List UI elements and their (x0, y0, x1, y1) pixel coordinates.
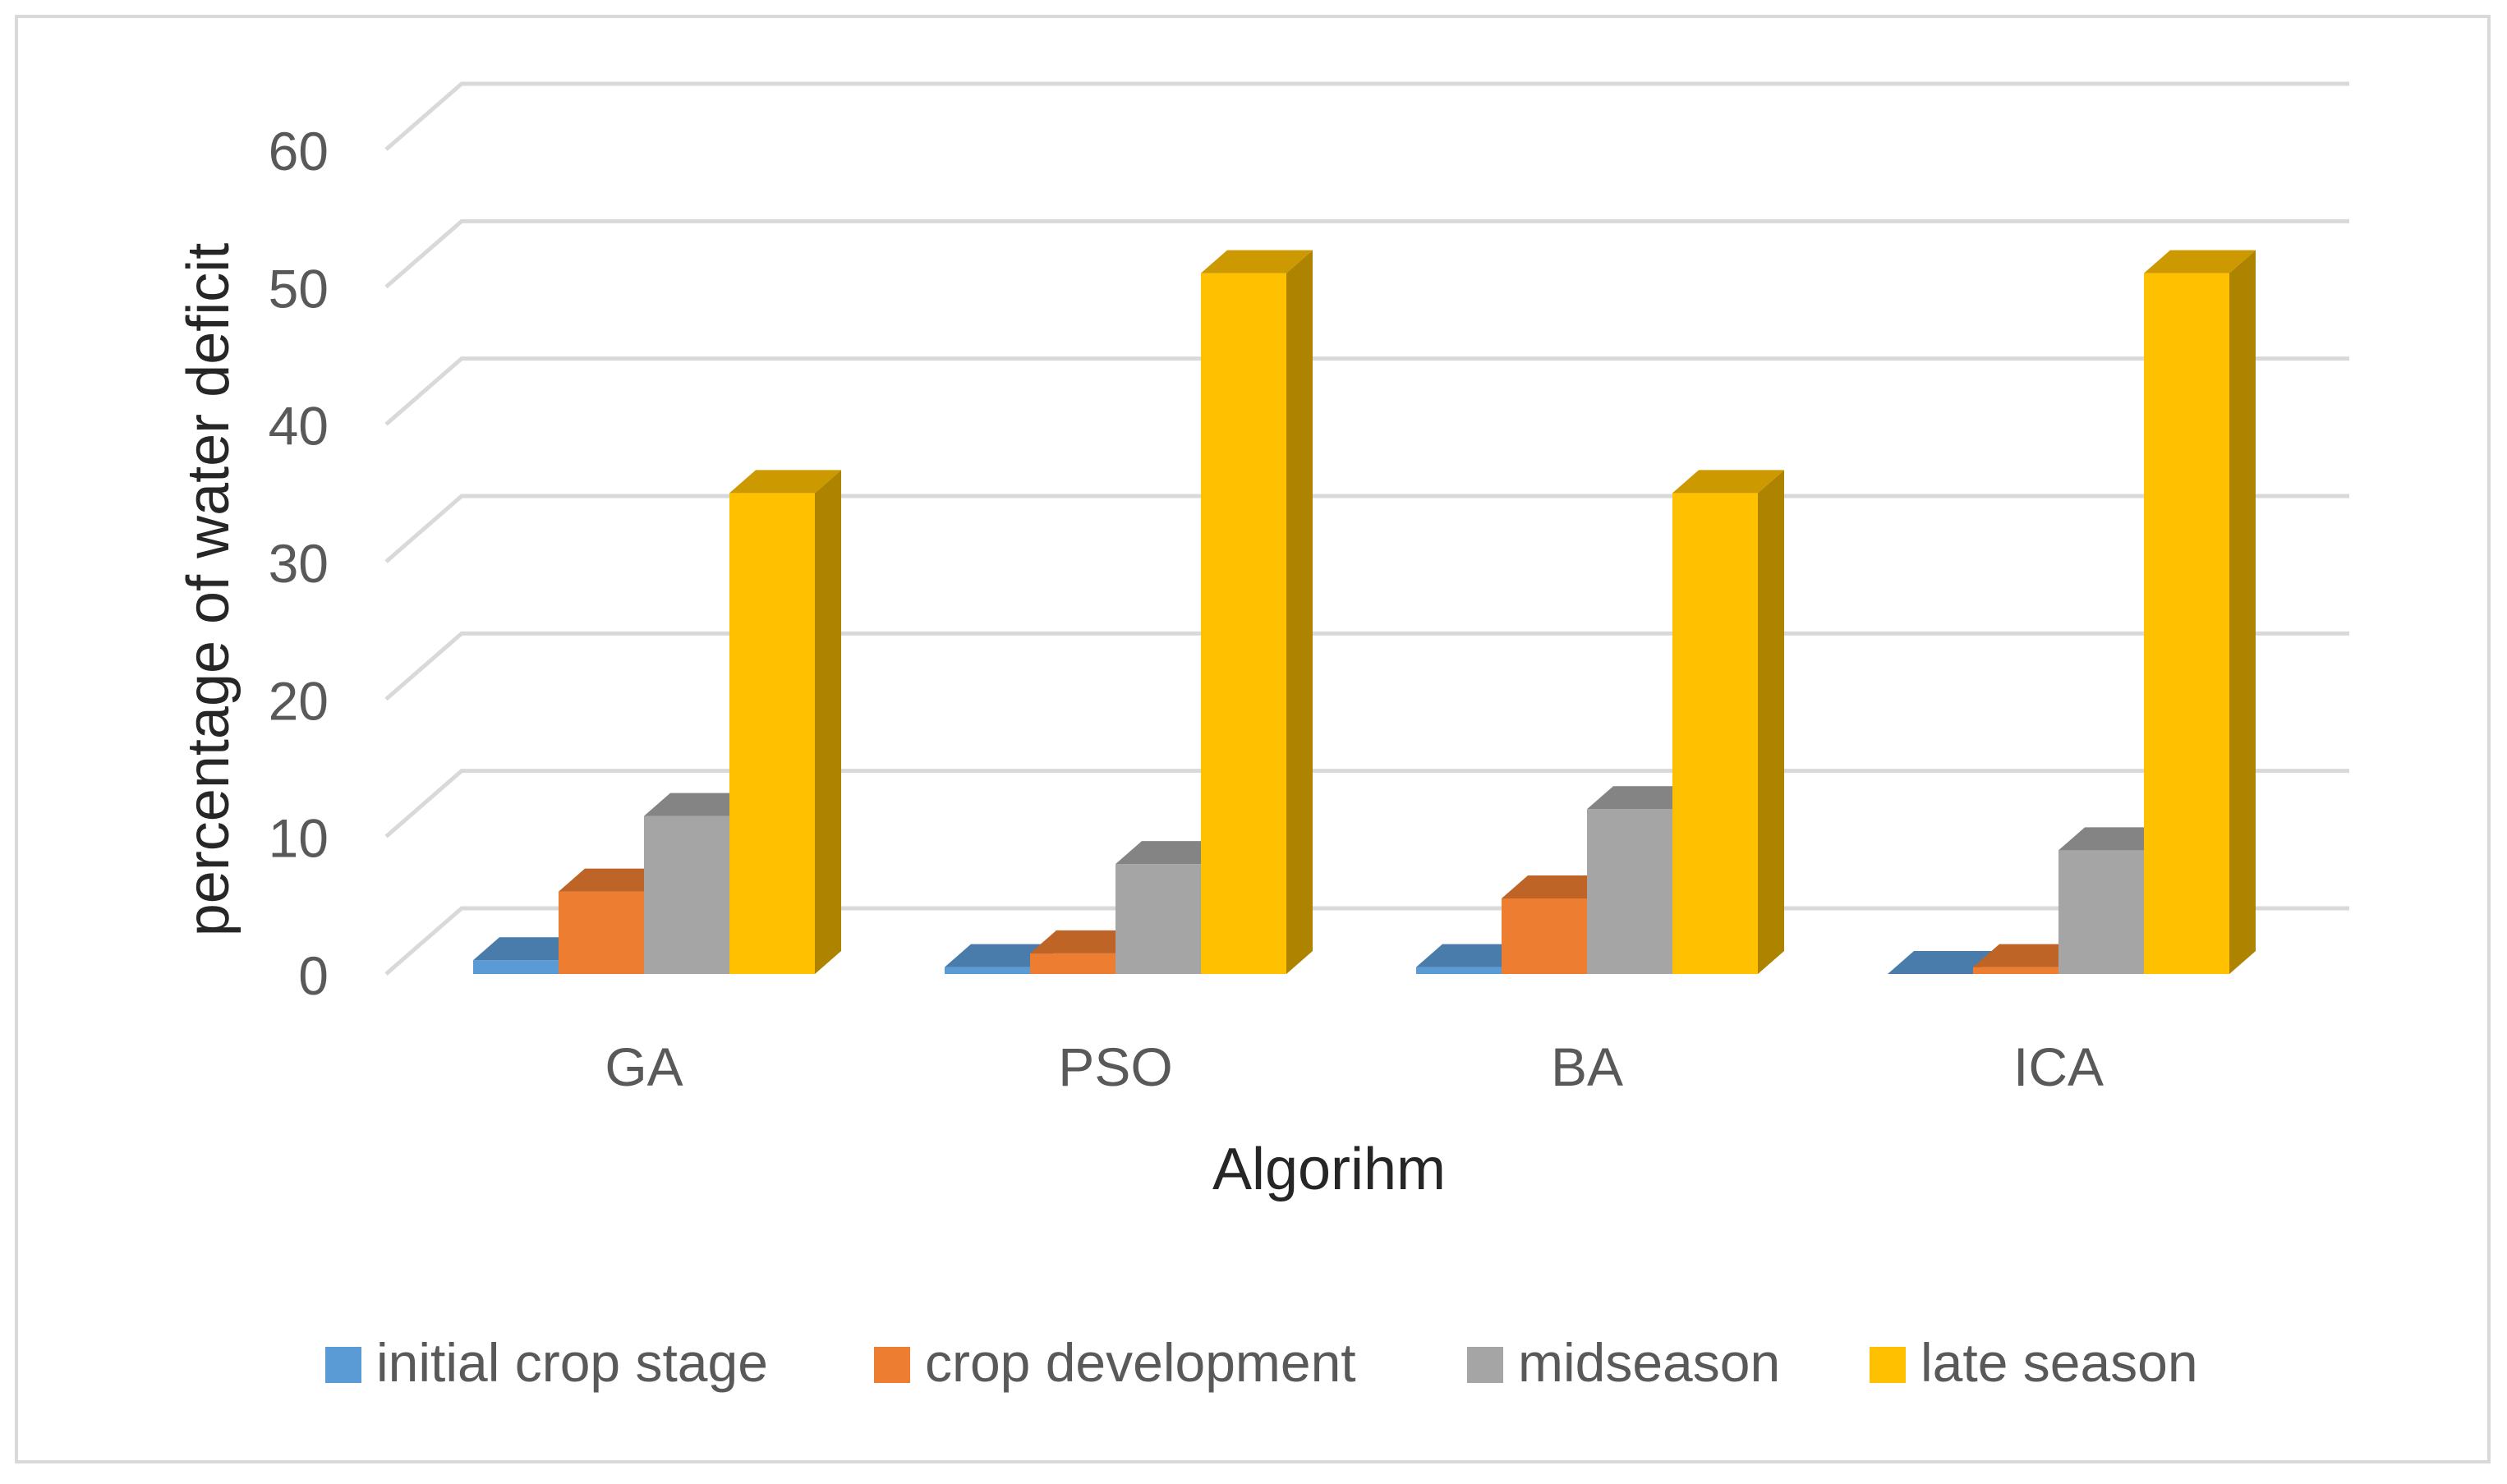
bar-side-face (1758, 470, 1784, 974)
y-tick-label: 30 (269, 533, 329, 594)
legend-swatch (325, 1347, 361, 1383)
bar (1888, 951, 1999, 974)
legend-item: late season (1870, 1332, 2198, 1393)
bar-front-face (1116, 864, 1201, 974)
legend-swatch (874, 1347, 910, 1383)
gridline (384, 356, 2349, 426)
bar-side-face (2229, 250, 2256, 975)
bar-top-face (1672, 470, 1784, 494)
gridline (384, 218, 2349, 289)
bar-top-face (644, 793, 756, 816)
bar-top-face (1973, 944, 2085, 967)
legend-item: initial crop stage (325, 1332, 768, 1393)
bar-front-face (1502, 898, 1587, 974)
legend-label: initial crop stage (376, 1332, 768, 1393)
bar-top-face (1888, 951, 1999, 974)
bar-top-face (1030, 930, 1142, 953)
bar-top-face (559, 868, 670, 892)
bar-top-face (2058, 827, 2170, 851)
bar-front-face (1587, 809, 1672, 974)
y-tick-label: 10 (269, 808, 329, 869)
bar-front-face (2058, 850, 2144, 974)
bar-side-face (815, 470, 841, 974)
bar-top-face (1587, 786, 1699, 810)
x-tick-label: BA (1551, 1036, 1623, 1097)
bar (2144, 250, 2256, 975)
y-tick-label: 40 (269, 396, 329, 457)
bar-front-face (1672, 493, 1758, 974)
bar-front-face (945, 967, 1030, 974)
bar-front-face (1973, 967, 2058, 974)
bar-top-face (473, 937, 585, 961)
x-tick-label: PSO (1058, 1036, 1172, 1097)
legend-label: late season (1920, 1332, 2198, 1393)
x-axis-label: Algorihm (1212, 1137, 1446, 1202)
bar-top-face (1416, 944, 1528, 967)
bar-front-face (644, 816, 729, 974)
bar-front-face (1030, 953, 1116, 974)
bars (473, 250, 2256, 975)
legend-swatch (1870, 1347, 1906, 1383)
y-tick-label: 60 (269, 121, 329, 181)
bar-top-face (1502, 875, 1613, 898)
y-tick-label: 20 (269, 670, 329, 731)
bar-front-face (729, 493, 815, 974)
bar (1672, 470, 1784, 974)
bar (1201, 250, 1313, 975)
gridline (384, 81, 2349, 151)
legend-swatch (1467, 1347, 1503, 1383)
bar-top-face (945, 944, 1056, 967)
bar-top-face (2144, 250, 2256, 273)
bar-top-face (1201, 250, 1313, 273)
legend-item: midseason (1467, 1332, 1780, 1393)
bar-front-face (2144, 273, 2229, 975)
x-tick-label: GA (605, 1036, 683, 1097)
bar-top-face (1116, 841, 1227, 865)
legend-item: crop development (874, 1332, 1356, 1393)
x-axis-ticks: GA PSO BA ICA (605, 1036, 2104, 1097)
legend: initial crop stage crop development midsea… (325, 1332, 2198, 1393)
bar-side-face (1286, 250, 1313, 975)
y-tick-label: 0 (298, 945, 329, 1006)
bar-front-face (1416, 967, 1502, 974)
bar-top-face (729, 470, 841, 494)
legend-label: midseason (1518, 1332, 1780, 1393)
bar-front-face (559, 891, 644, 974)
bar-front-face (473, 960, 559, 974)
bar (729, 470, 841, 974)
y-tick-label: 50 (269, 258, 329, 319)
legend-label: crop development (925, 1332, 1356, 1393)
bar-front-face (1201, 273, 1286, 975)
y-axis-label: percentage of water deficit (176, 243, 242, 937)
y-axis-ticks: 0 10 20 30 40 50 60 (269, 121, 329, 1006)
x-tick-label: ICA (2013, 1036, 2104, 1097)
